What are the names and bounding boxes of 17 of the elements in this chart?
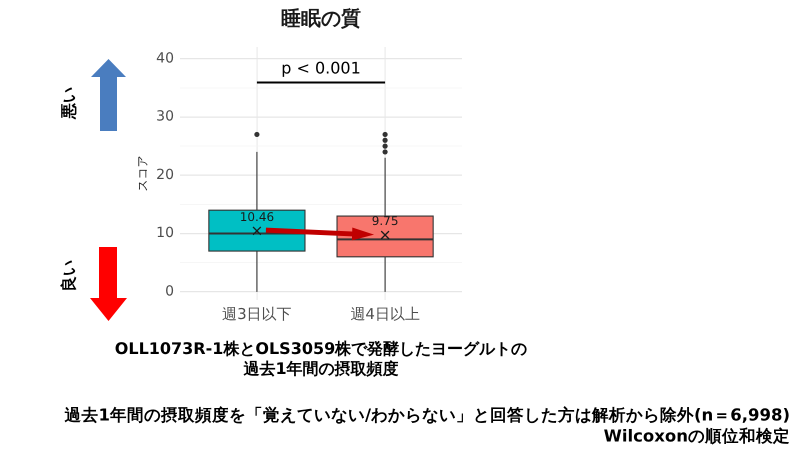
y-tick-label: 20 <box>156 166 174 183</box>
data-label: 9.75 <box>372 214 398 228</box>
text: 良い <box>59 260 78 292</box>
annotation: p < 0.001 <box>281 58 361 78</box>
y-tick-label: 0 <box>165 283 174 300</box>
x-tick-label: 週4日以上 <box>350 304 420 323</box>
data-label: 10.46 <box>240 210 274 224</box>
chart-title: 睡眠の質 <box>281 6 361 30</box>
x-axis-title: OLL1073R-1株とOLS3059株で発酵したヨーグルトの過去1年間の摂取頻度 <box>114 339 528 378</box>
text: Wilcoxonの順位和検定 <box>604 426 790 446</box>
text: 悪い <box>59 87 78 120</box>
x-tick-label: 週3日以下 <box>222 304 292 323</box>
text: 過去1年間の摂取頻度を「覚えていない/わからない」と回答した方は解析から除外(n＝6,998) <box>64 405 790 424</box>
y-tick-label: 10 <box>156 225 174 242</box>
y-tick-label: 30 <box>156 108 174 125</box>
y-axis-title: スコア <box>135 156 150 192</box>
y-tick-label: 40 <box>156 50 174 66</box>
